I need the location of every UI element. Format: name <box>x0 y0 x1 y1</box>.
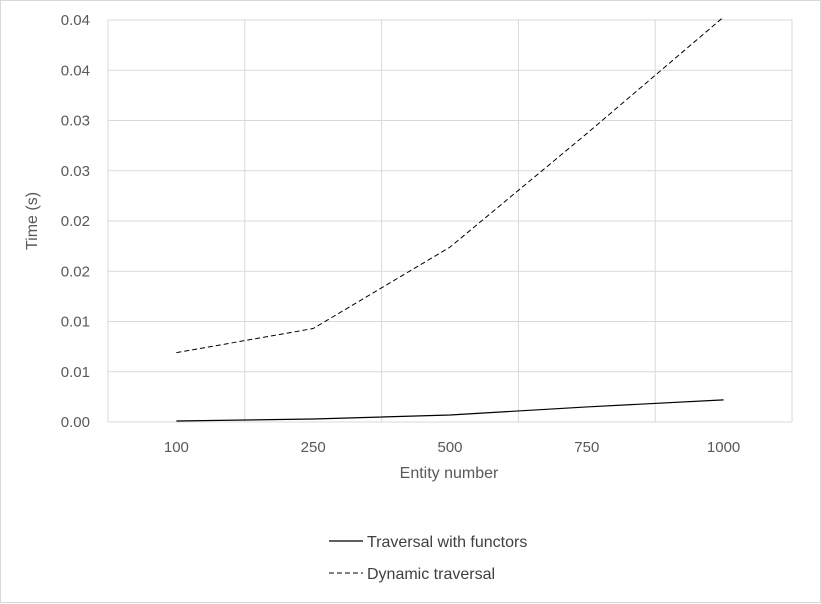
legend-item-dynamic-traversal: Dynamic traversal <box>329 566 495 583</box>
y-tick-label: 0.01 <box>61 364 90 381</box>
grid <box>107 19 793 423</box>
series-line-traversal-with-functors <box>176 399 724 422</box>
x-tick-label: 1000 <box>707 439 740 456</box>
y-tick-label: 0.01 <box>61 314 90 331</box>
series <box>176 16 724 422</box>
y-axis-title: Time (s) <box>24 192 41 250</box>
x-tick-label: 100 <box>164 439 189 456</box>
y-tick-label: 0.03 <box>61 113 90 130</box>
legend-label: Traversal with functors <box>367 534 527 551</box>
y-tick-label: 0.04 <box>61 12 90 29</box>
y-tick-label: 0.02 <box>61 263 90 280</box>
legend-label: Dynamic traversal <box>367 566 495 583</box>
series-line-dynamic-traversal <box>176 16 724 354</box>
x-tick-label: 250 <box>301 439 326 456</box>
y-tick-label: 0.03 <box>61 163 90 180</box>
y-axis-ticks: 0.00 0.01 0.01 0.02 0.02 0.03 0.03 0.04 0.04 <box>61 12 90 431</box>
y-tick-label: 0.02 <box>61 213 90 230</box>
x-tick-label: 500 <box>437 439 462 456</box>
legend-item-traversal-with-functors: Traversal with functors <box>329 534 527 551</box>
y-tick-label: 0.04 <box>61 62 90 79</box>
legend: Traversal with functors Dynamic traversa… <box>329 534 527 583</box>
y-tick-label: 0.00 <box>61 414 90 431</box>
x-tick-label: 750 <box>574 439 599 456</box>
x-axis-title: Entity number <box>400 465 499 482</box>
x-axis-ticks: 100 250 500 750 1000 <box>164 439 740 456</box>
